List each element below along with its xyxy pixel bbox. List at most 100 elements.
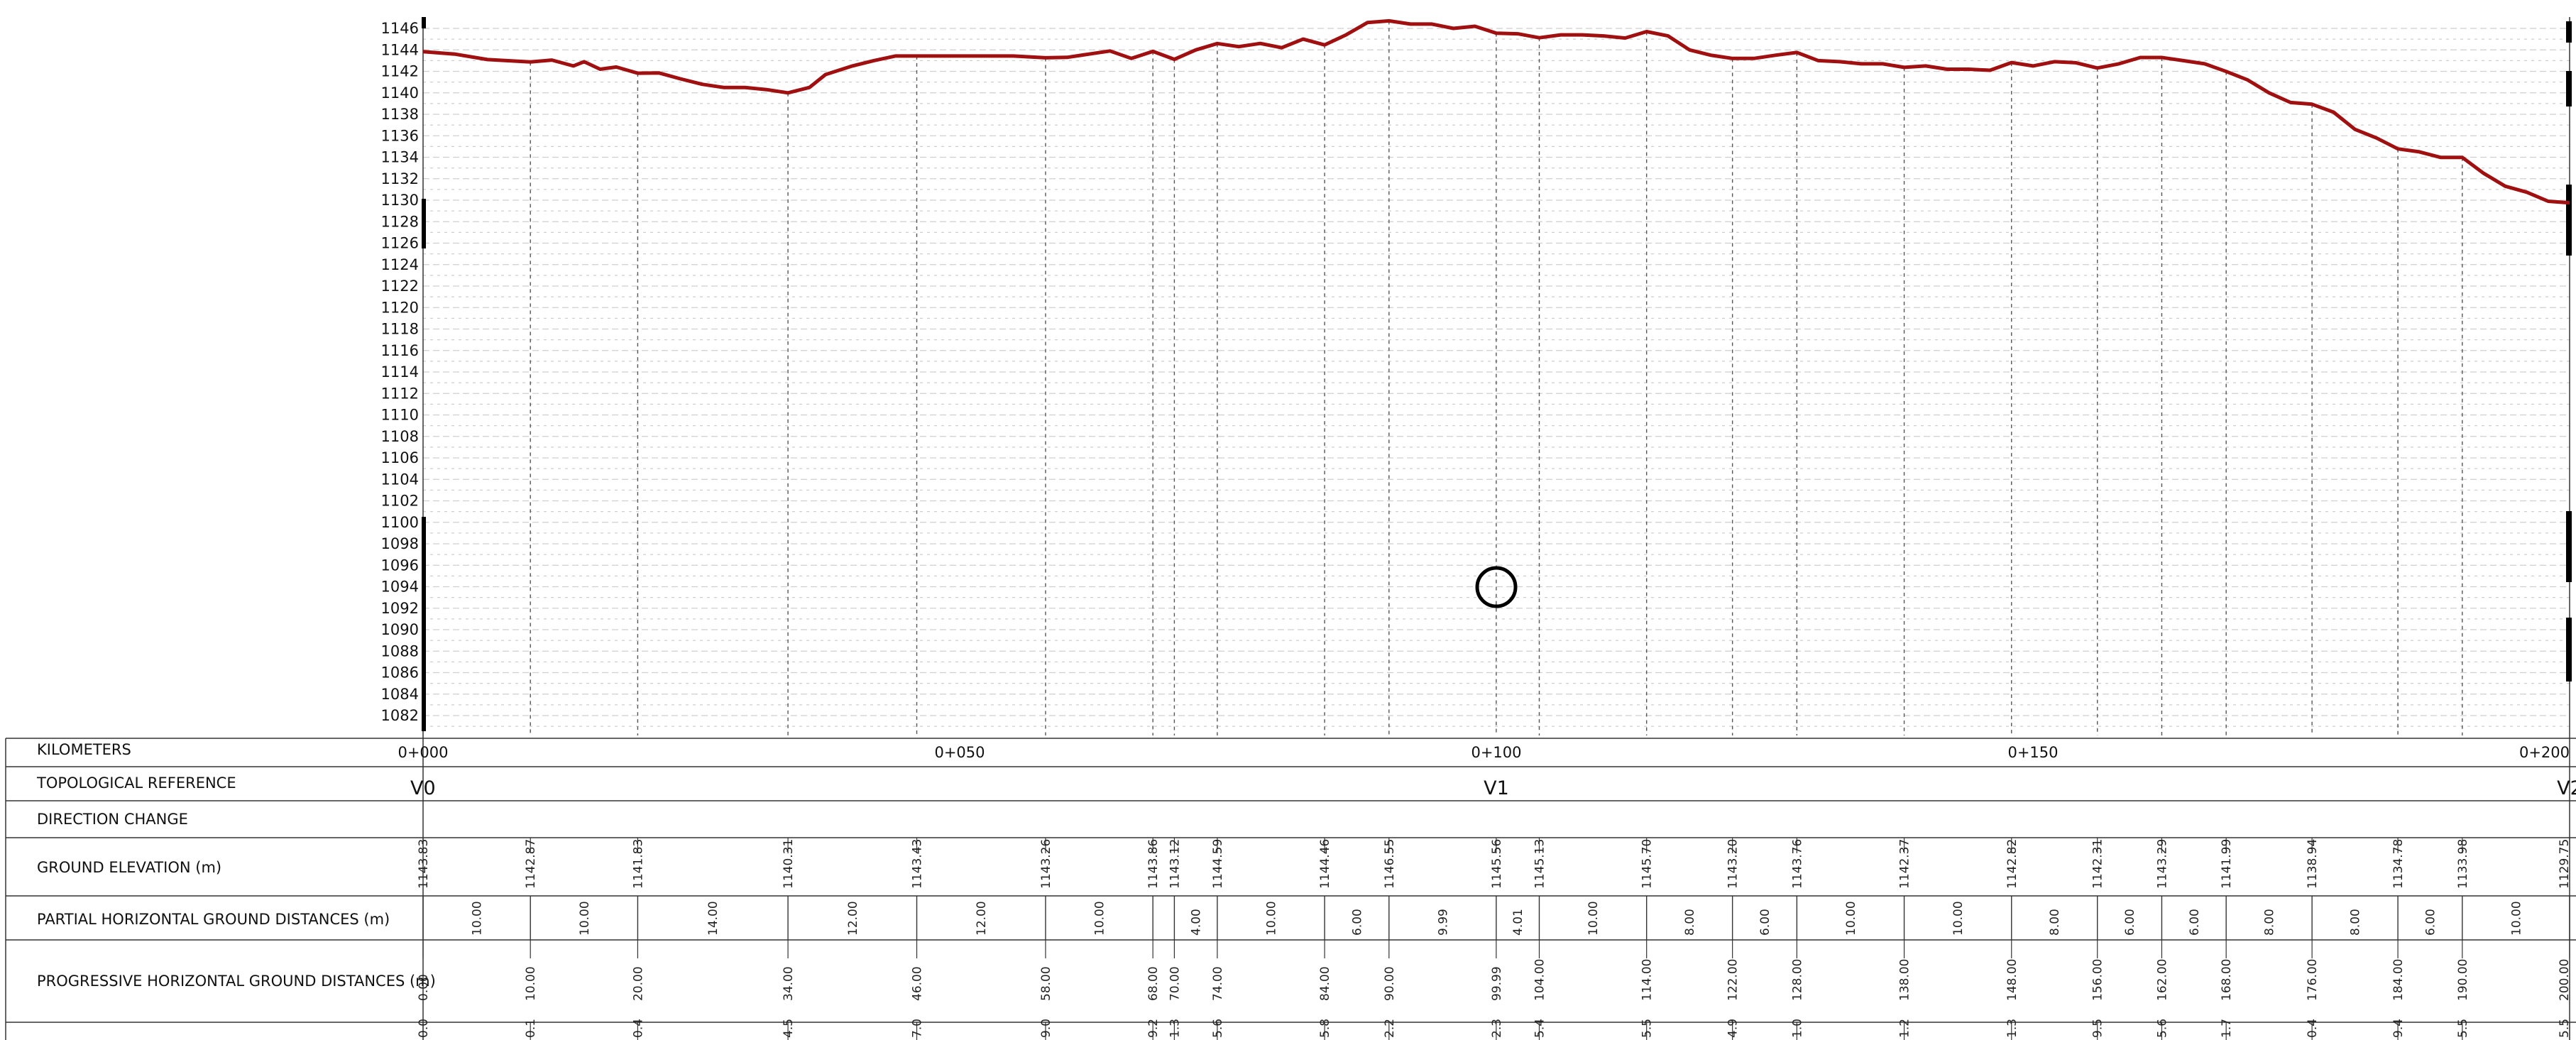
y-tick-label: 1098 bbox=[381, 535, 419, 552]
elevation-value: 1133.98 bbox=[2456, 839, 2470, 889]
cut-value: 2.2 bbox=[1383, 1019, 1397, 1038]
elevation-value: 1144.59 bbox=[1211, 839, 1225, 889]
progressive-value: 46.00 bbox=[911, 966, 925, 1001]
partial-value: 10.00 bbox=[1844, 901, 1858, 936]
elevation-value: 1143.26 bbox=[1039, 839, 1053, 889]
elevation-value: 1142.37 bbox=[1898, 839, 1912, 889]
y-tick-label: 1094 bbox=[381, 579, 419, 596]
partial-value: 6.00 bbox=[1758, 909, 1772, 936]
partial-value: 10.00 bbox=[1093, 901, 1107, 936]
progressive-value: 138.00 bbox=[1898, 959, 1912, 1001]
y-tick-label: 1140 bbox=[381, 84, 419, 102]
y-tick-label: 1092 bbox=[381, 600, 419, 617]
elevation-value: 1134.78 bbox=[2391, 839, 2406, 889]
partial-value: 10.00 bbox=[2509, 901, 2523, 936]
partial-value: 8.00 bbox=[1683, 909, 1697, 936]
profile-data-table: KILOMETERS TOPOLOGICAL REFERENCE DIRECTI… bbox=[5, 735, 2576, 1040]
partial-value: 8.00 bbox=[2349, 909, 2363, 936]
progressive-value: 162.00 bbox=[2155, 959, 2169, 1001]
progressive-value: 20.00 bbox=[631, 966, 645, 1001]
cut-value: 5.8 bbox=[1318, 1019, 1332, 1038]
partial-value: 12.00 bbox=[846, 901, 860, 936]
progressive-value: 114.00 bbox=[1640, 959, 1655, 1001]
y-tick-label: 1142 bbox=[381, 63, 419, 80]
y-tick-label: 1100 bbox=[381, 514, 419, 531]
progressive-value: 104.00 bbox=[1533, 959, 1547, 1001]
elevation-value: 1140.31 bbox=[782, 839, 796, 889]
station-verticals bbox=[530, 21, 2463, 735]
elevation-value: 1145.56 bbox=[1490, 839, 1504, 889]
elevation-value: 1138.94 bbox=[2306, 839, 2320, 889]
elevation-value: 1145.13 bbox=[1533, 839, 1547, 889]
cut-value: 0.4 bbox=[631, 1019, 645, 1038]
partial-value: 10.00 bbox=[1586, 901, 1601, 936]
progressive-value: 200.00 bbox=[2558, 959, 2572, 1001]
partial-value: 10.00 bbox=[1264, 901, 1278, 936]
cut-value: 5.5 bbox=[2558, 1019, 2572, 1038]
cut-value: 9.0 bbox=[1039, 1019, 1053, 1038]
progressive-value: 10.00 bbox=[524, 966, 538, 1001]
progressive-value: 70.00 bbox=[1168, 966, 1182, 1001]
elevation-value: 1143.29 bbox=[2155, 839, 2169, 889]
elevation-value: 1142.87 bbox=[524, 839, 538, 889]
right-axis-band bbox=[2566, 21, 2572, 43]
topological-reference-label: V2 bbox=[2557, 777, 2576, 799]
km-label: 0+000 bbox=[398, 744, 448, 761]
kilometers-row: 0+000 0+050 0+100 0+150 0+200 bbox=[398, 744, 2570, 761]
cut-value: 0.0 bbox=[417, 1019, 431, 1038]
cut-row: 0.0 0.1 0.4 4.5 7.0 9.0 9.2 1.3 5.6 5.8 2.2 2.3 5.4 5… bbox=[417, 1019, 2572, 1040]
partial-value: 10.00 bbox=[471, 901, 485, 936]
marker-circle bbox=[1475, 566, 1518, 608]
y-tick-label: 1136 bbox=[381, 127, 419, 144]
y-tick-label: 1124 bbox=[381, 256, 419, 273]
progressive-value: 128.00 bbox=[1790, 959, 1804, 1001]
partial-value: 4.00 bbox=[1190, 909, 1204, 936]
progressive-value: 58.00 bbox=[1039, 966, 1053, 1001]
left-axis-band bbox=[422, 517, 426, 731]
elevation-value: 1141.99 bbox=[2220, 839, 2234, 889]
cut-value: 5.6 bbox=[2155, 1019, 2169, 1038]
y-tick-label: 1088 bbox=[381, 642, 419, 659]
partial-value: 6.00 bbox=[2123, 909, 2137, 936]
progressive-distance-row: 0.00 10.00 20.00 34.00 46.00 58.00 68.00 70.00 7… bbox=[417, 940, 2572, 1001]
y-tick-label: 1104 bbox=[381, 471, 419, 488]
progressive-value: 184.00 bbox=[2391, 959, 2406, 1001]
cut-value: 1.0 bbox=[1790, 1019, 1804, 1038]
partial-value: 8.00 bbox=[2263, 909, 2277, 936]
y-tick-label: 1128 bbox=[381, 213, 419, 230]
y-tick-label: 1126 bbox=[381, 235, 419, 252]
y-tick-label: 1144 bbox=[381, 41, 419, 58]
row-label-topological-reference: TOPOLOGICAL REFERENCE bbox=[36, 774, 236, 792]
y-tick-label: 1096 bbox=[381, 557, 419, 574]
y-tick-label: 1110 bbox=[381, 407, 419, 424]
cut-value: 5.5 bbox=[2456, 1019, 2470, 1038]
topological-reference-row: V0 V1 V2 bbox=[410, 777, 2576, 799]
cut-value: 1.3 bbox=[2005, 1019, 2019, 1038]
cut-value: 5.4 bbox=[1533, 1019, 1547, 1038]
km-label: 0+050 bbox=[934, 744, 985, 761]
table-row-lines bbox=[5, 735, 2576, 1040]
partial-value: 10.00 bbox=[1951, 901, 1966, 936]
progressive-value: 68.00 bbox=[1146, 966, 1161, 1001]
y-tick-label: 1122 bbox=[381, 278, 419, 295]
y-tick-label: 1118 bbox=[381, 321, 419, 338]
y-tick-label: 1146 bbox=[381, 20, 419, 37]
partial-value: 10.00 bbox=[578, 901, 592, 936]
right-axis-band bbox=[2566, 618, 2572, 682]
partial-distance-row: 10.00 10.00 14.00 12.00 12.00 10.00 4.00 10.00 6… bbox=[422, 896, 2570, 940]
progressive-value: 156.00 bbox=[2091, 959, 2105, 1001]
progressive-value: 148.00 bbox=[2005, 959, 2019, 1001]
elevation-value: 1143.20 bbox=[1726, 839, 1741, 889]
partial-value: 8.00 bbox=[2048, 909, 2062, 936]
row-label-kilometers: KILOMETERS bbox=[37, 741, 131, 758]
cut-value: 7.0 bbox=[911, 1019, 925, 1038]
ground-profile-line bbox=[422, 18, 2570, 205]
elevation-value: 1146.55 bbox=[1383, 839, 1397, 889]
cut-value: 1.7 bbox=[2220, 1019, 2234, 1038]
progressive-value: 99.99 bbox=[1490, 966, 1504, 1001]
partial-value: 6.00 bbox=[2423, 909, 2438, 936]
cut-value: 9.4 bbox=[2391, 1019, 2406, 1038]
partial-value: 9.99 bbox=[1436, 909, 1450, 936]
y-tick-label: 1120 bbox=[381, 299, 419, 316]
